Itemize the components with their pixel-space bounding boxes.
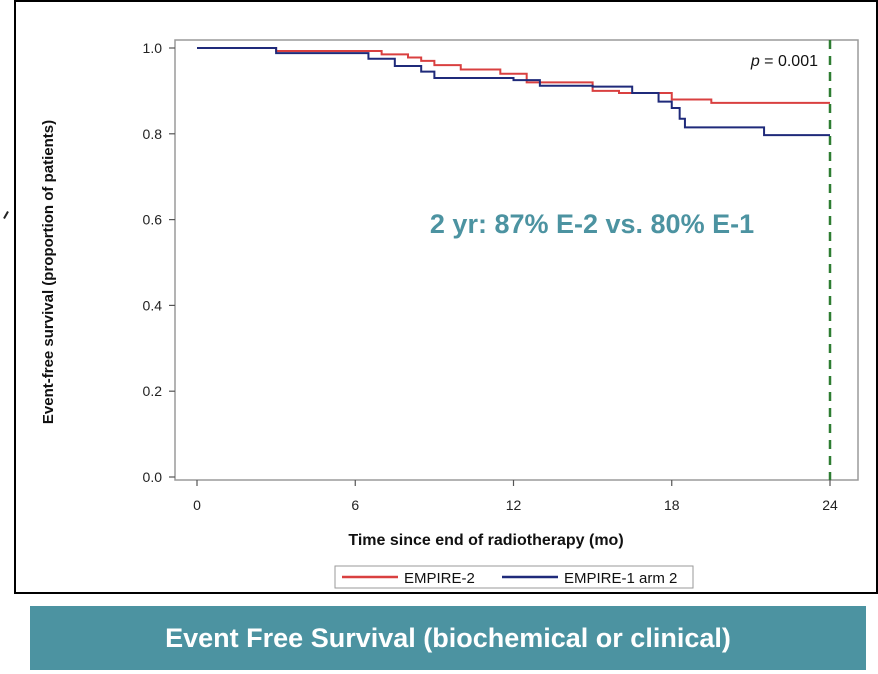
frame-left-border (14, 0, 16, 594)
y-tick-label: 0.4 (143, 297, 163, 313)
p-value: = 0.001 (760, 53, 818, 70)
frame-right-border (876, 0, 878, 594)
y-axis-label: Event-free survival (proportion of patie… (40, 120, 57, 424)
y-tick-label: 0.8 (143, 126, 163, 142)
x-tick-label: 6 (351, 497, 359, 513)
p-label: p (750, 53, 760, 70)
slide-banner: Event Free Survival (biochemical or clin… (30, 606, 866, 670)
y-tick-label: 1.0 (143, 40, 163, 56)
plot-area-border (174, 39, 859, 481)
banner-title: Event Free Survival (biochemical or clin… (165, 622, 731, 653)
y-tick-label: 0.0 (143, 469, 163, 485)
frame-bottom-border (14, 592, 878, 594)
legend-label-empire-1-arm-2: EMPIRE-1 arm 2 (564, 570, 677, 587)
x-axis-label: Time since end of radiotherapy (mo) (348, 532, 623, 549)
y-tick-label: 0.6 (143, 212, 163, 228)
series-line-empire-1-arm-2 (197, 47, 830, 137)
legend: EMPIRE-2 EMPIRE-1 arm 2 (334, 565, 694, 589)
survival-chart: 0.0 0.2 0.4 0.6 0.8 1.0 0 6 12 18 24 p = 0.001 2 … (40, 39, 859, 589)
y-tick-label: 0.2 (143, 383, 163, 399)
x-tick-label: 0 (193, 497, 201, 513)
series-line-empire-2 (197, 47, 830, 104)
x-tick-label: 24 (822, 497, 838, 513)
x-axis-ticks: 0 6 12 18 24 (193, 480, 838, 513)
legend-label-empire-2: EMPIRE-2 (404, 570, 475, 587)
p-value-annotation: p = 0.001 (750, 53, 818, 70)
series-layer (197, 47, 830, 137)
frame-top-border (14, 0, 878, 2)
x-tick-label: 18 (664, 497, 680, 513)
x-tick-label: 12 (506, 497, 522, 513)
headline-annotation: 2 yr: 87% E-2 vs. 80% E-1 (430, 209, 754, 239)
y-axis-ticks: 0.0 0.2 0.4 0.6 0.8 1.0 (143, 40, 175, 485)
